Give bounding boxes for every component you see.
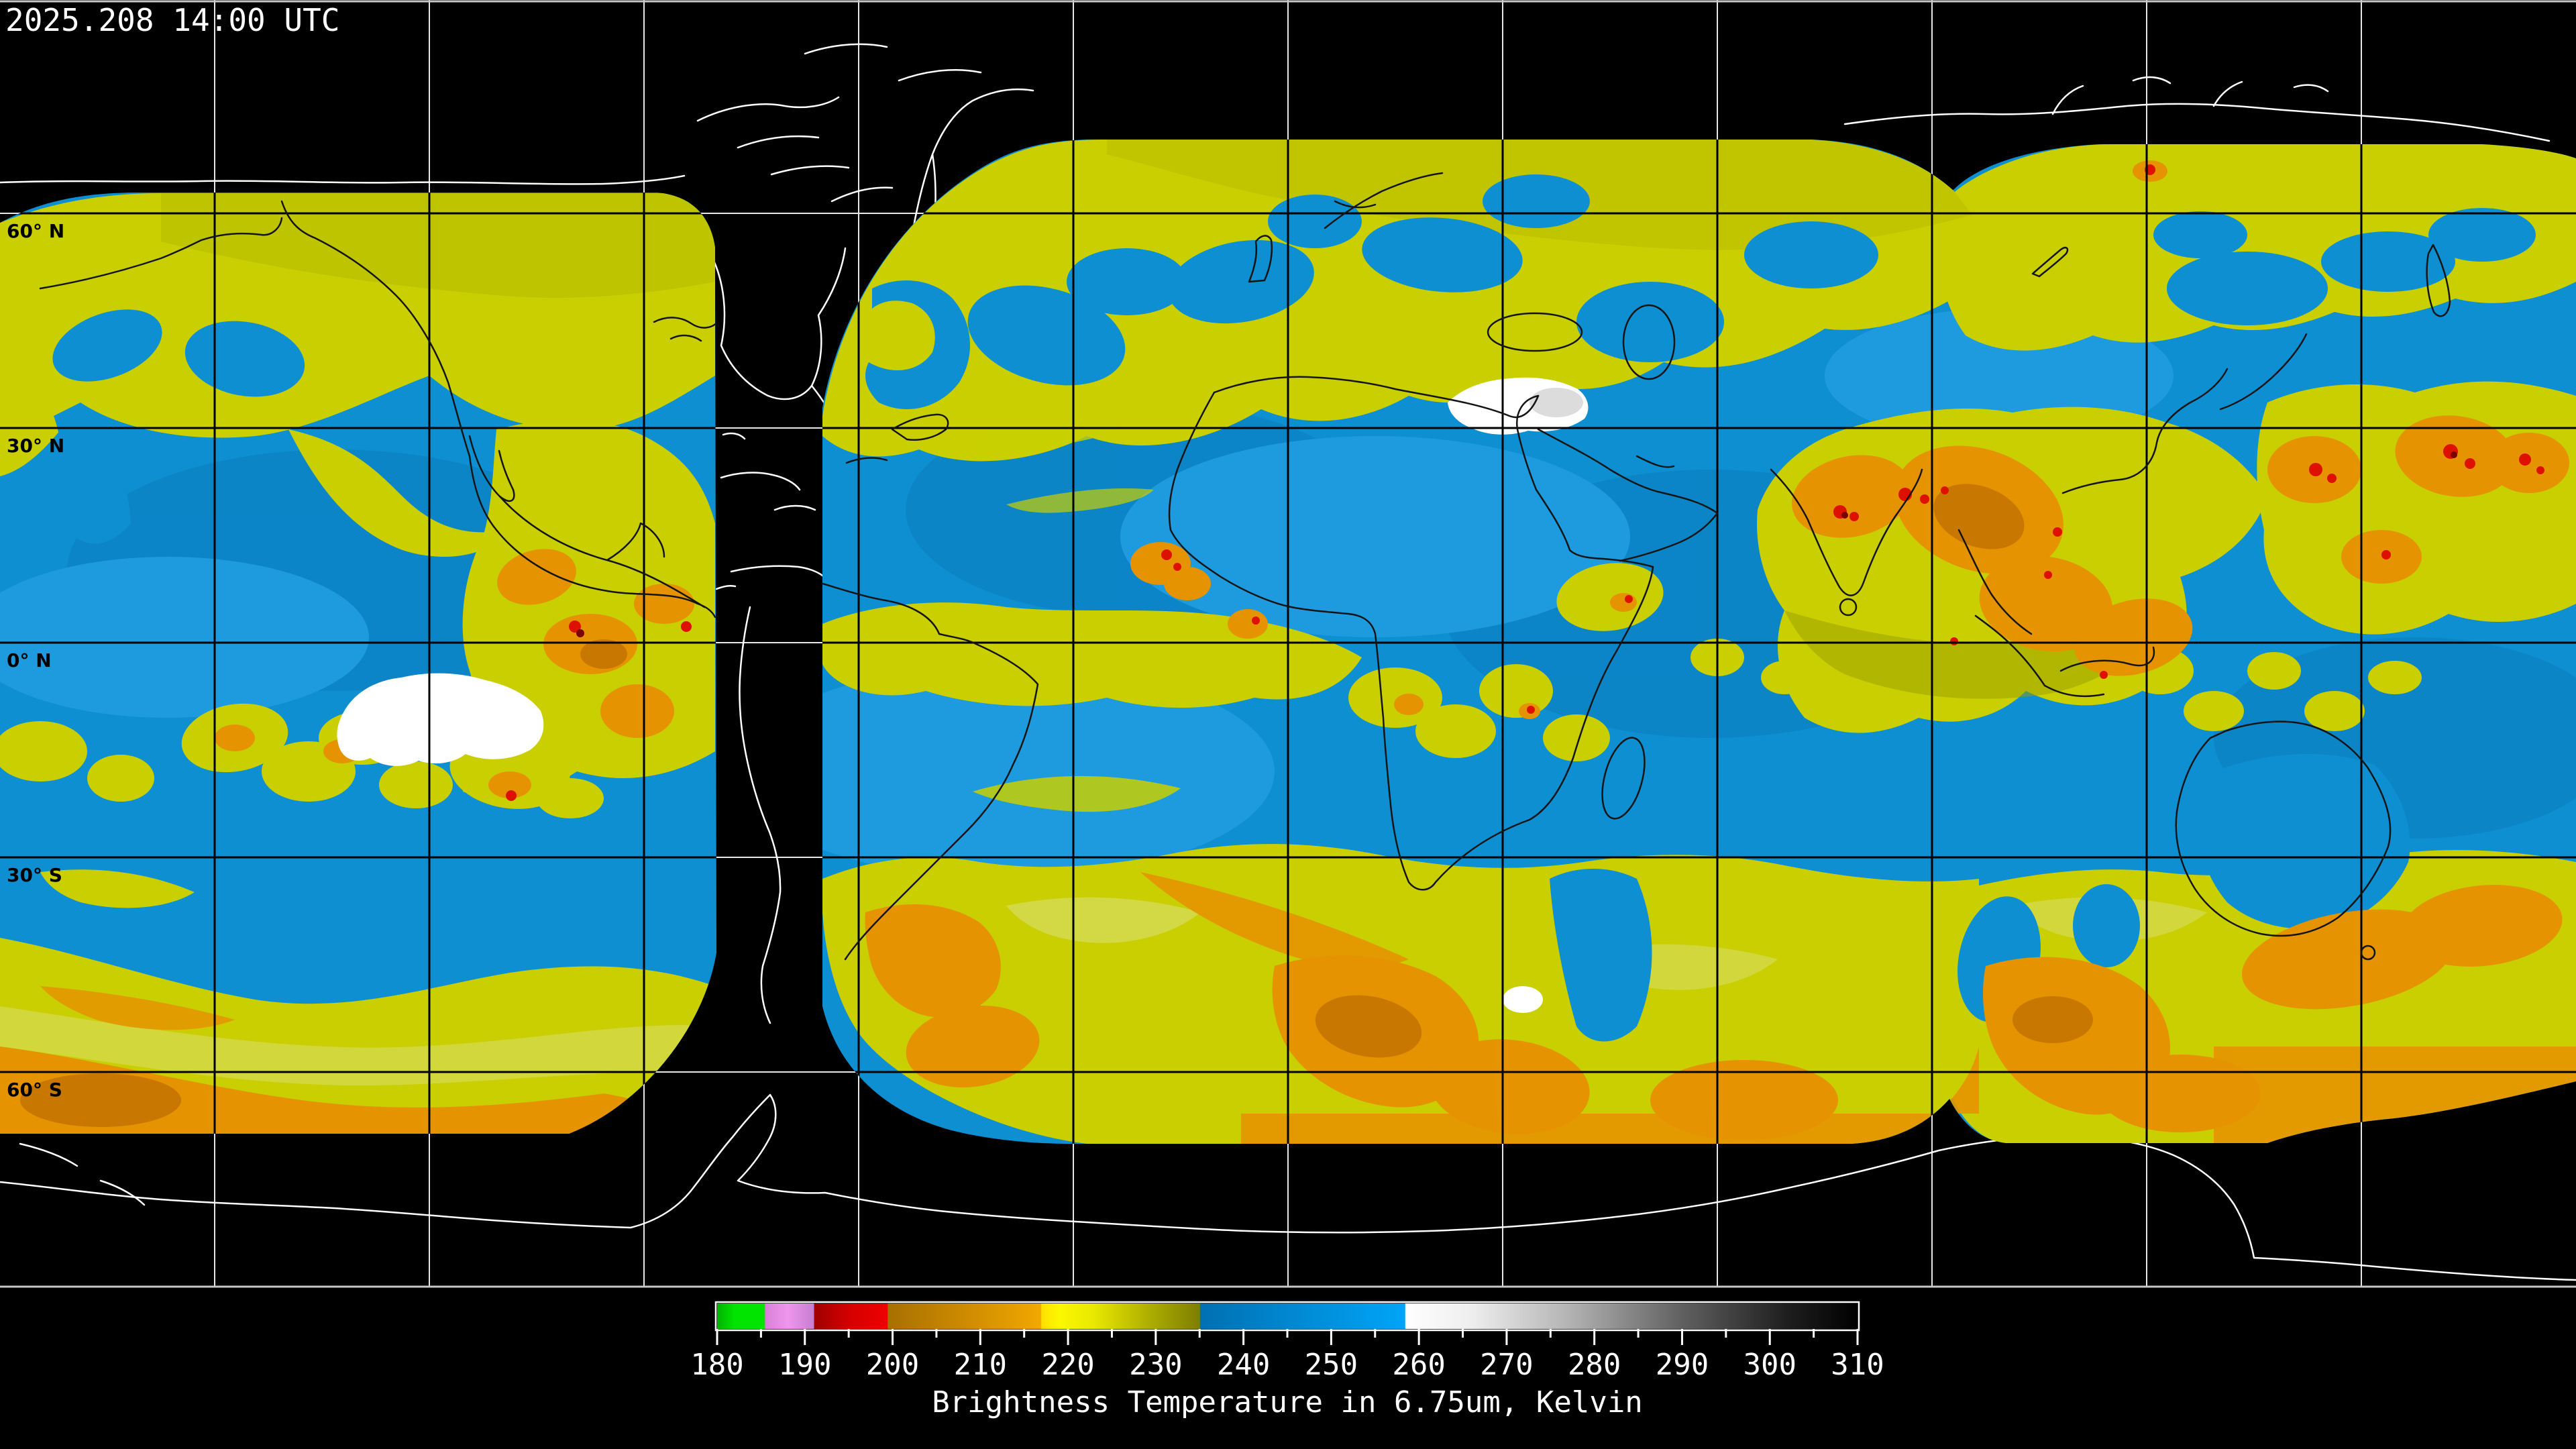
colorbar-tick-label: 240 bbox=[1217, 1348, 1270, 1382]
colorbar-tick-label: 210 bbox=[954, 1348, 1007, 1382]
timestamp-label: 2025.208 14:00 UTC bbox=[5, 2, 340, 38]
colorbar-tick-label: 280 bbox=[1568, 1348, 1621, 1382]
colorbar-tick-label: 200 bbox=[866, 1348, 919, 1382]
latitude-label-30n: 30° N bbox=[7, 435, 64, 457]
latitude-label-60s: 60° S bbox=[7, 1079, 62, 1101]
latitude-label-0n: 0° N bbox=[7, 649, 52, 672]
graticule-overlay bbox=[0, 140, 2576, 1144]
colorbar-caption: Brightness Temperature in 6.75um, Kelvin bbox=[932, 1385, 1643, 1419]
satellite-coverage-data bbox=[0, 140, 2576, 1144]
cloud-maroon-layer bbox=[576, 451, 2457, 637]
latitude-labels: 60° N 30° N 0° N 30° S 60° S bbox=[7, 220, 64, 1101]
colorbar-tick-label: 290 bbox=[1656, 1348, 1709, 1382]
colorbar-gradient-bar bbox=[717, 1303, 1858, 1329]
cloud-deep-orange-layer bbox=[20, 484, 2093, 1127]
latitude-label-60n: 60° N bbox=[7, 220, 64, 242]
colorbar-ticks: 180 190 200 210 220 230 240 250 260 270 280 290 300 3… bbox=[690, 1329, 1884, 1382]
colorbar-tick-label: 310 bbox=[1831, 1348, 1884, 1382]
colorbar-tick-label: 300 bbox=[1743, 1348, 1796, 1382]
colorbar-tick-label: 270 bbox=[1480, 1348, 1533, 1382]
coastlines-data bbox=[39, 172, 2451, 961]
cloud-gray-patch bbox=[1529, 388, 1583, 417]
colorbar-tick-label: 180 bbox=[690, 1348, 743, 1382]
ocean-cutouts bbox=[52, 174, 2536, 1042]
latitude-label-30s: 30° S bbox=[7, 864, 62, 886]
coastlines-no-data bbox=[0, 43, 2576, 1281]
colorbar-tick-label: 190 bbox=[778, 1348, 831, 1382]
colorbar-tick-label: 250 bbox=[1305, 1348, 1358, 1382]
colorbar-tick-label: 220 bbox=[1041, 1348, 1094, 1382]
colorbar: 180 190 200 210 220 230 240 250 260 270 280 290 300 3… bbox=[690, 1301, 1884, 1419]
cloud-red-layer bbox=[349, 164, 2544, 801]
colorbar-tick-label: 260 bbox=[1392, 1348, 1445, 1382]
colorbar-tick-label: 230 bbox=[1129, 1348, 1182, 1382]
